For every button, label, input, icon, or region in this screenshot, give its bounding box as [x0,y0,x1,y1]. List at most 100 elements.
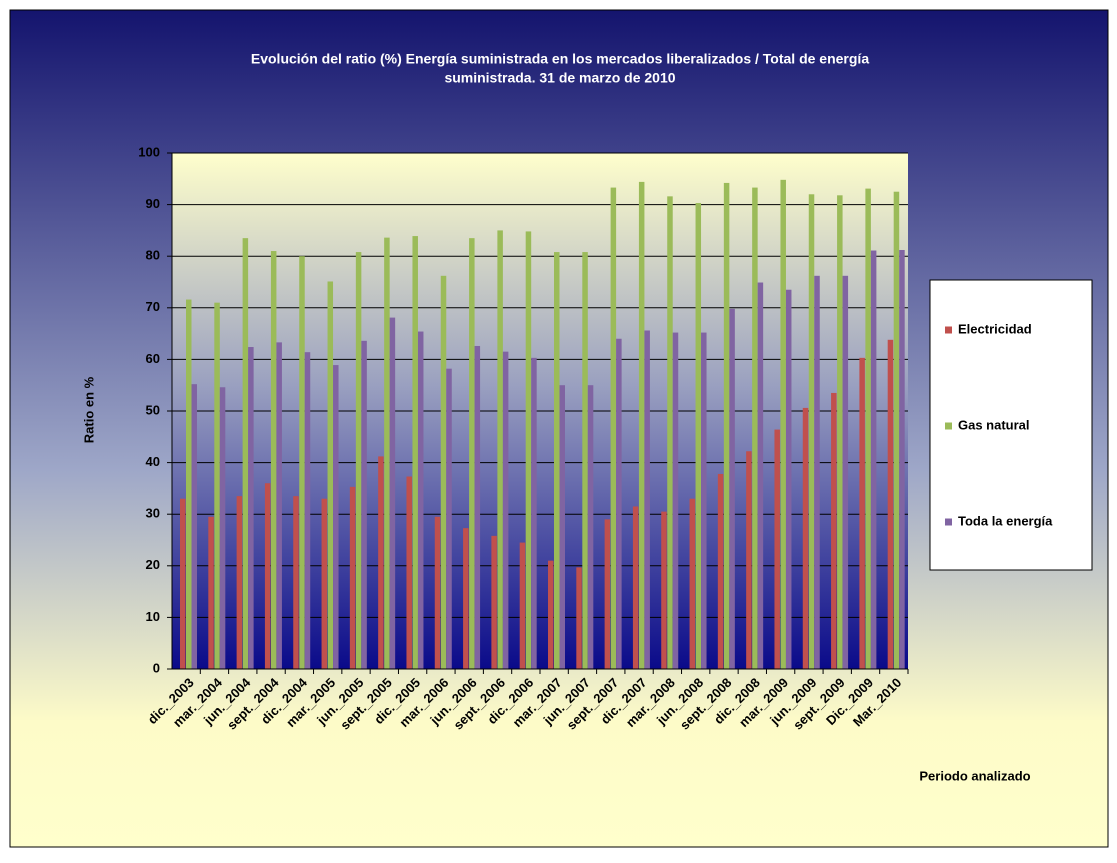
bar [186,299,192,669]
bar [729,308,735,669]
bar [378,456,384,669]
bar [242,238,249,669]
legend-label: Gas natural [958,417,1030,432]
bar [519,542,526,669]
bar [219,387,226,669]
y-axis-title: Ratio en % [81,376,96,443]
bar [299,256,305,669]
bar [474,345,481,669]
bar [463,528,469,669]
bar [689,498,696,669]
bar [616,338,622,669]
bar [667,196,673,669]
legend-swatch [945,326,952,334]
bar [582,252,588,669]
bar [644,330,650,669]
bar [701,332,707,669]
bar [723,182,730,670]
bar [814,275,820,669]
bar [270,251,277,670]
y-tick-label: 80 [146,248,160,263]
bar [774,429,780,669]
bar [440,275,447,669]
legend-label: Electricidad [958,321,1032,336]
bar [785,289,792,669]
bar [406,476,412,669]
bar [746,451,752,669]
legend-label: Toda la energía [958,513,1053,528]
y-tick-label: 50 [146,402,160,417]
y-tick-label: 30 [146,506,160,521]
bar [384,237,390,669]
y-tick-label: 20 [146,557,160,572]
bar [587,385,594,669]
bar [672,332,679,669]
bar [887,339,894,669]
bar [276,342,282,669]
bar [412,236,418,670]
bar [859,357,865,669]
legend-swatch [945,422,952,430]
bar [559,385,565,669]
bar [236,496,243,669]
bar [180,498,186,669]
bar [632,506,639,669]
bar [831,392,837,669]
bar [661,511,667,669]
bar [434,516,441,669]
bar [576,567,582,669]
bar [717,473,724,669]
y-tick-label: 40 [146,454,160,469]
bar [304,352,311,669]
bar [604,519,611,669]
bar [248,347,254,669]
bar [870,250,877,670]
bar [361,340,367,669]
bar [548,560,554,669]
y-tick-label: 90 [146,196,160,211]
bar [349,486,356,669]
y-tick-label: 60 [146,351,160,366]
y-tick-label: 0 [153,660,160,675]
bar [497,230,503,669]
bar [757,282,764,669]
bar [191,384,197,669]
bar [293,496,299,669]
bar [502,351,509,669]
bar [554,252,560,669]
bar [610,187,617,669]
bar [808,194,815,669]
y-tick-label: 70 [146,299,160,314]
y-tick-label: 100 [138,144,160,159]
bar [333,365,339,669]
bar [327,281,334,669]
bar [469,238,475,669]
chart-title: suministrada. 31 de marzo de 2010 [444,70,675,86]
bar [638,181,645,669]
x-axis-title: Periodo analizado [919,768,1030,783]
bar [802,407,809,669]
bar [752,187,758,669]
bar [214,302,220,669]
chart-title: Evolución del ratio (%) Energía suminist… [251,51,869,67]
y-tick-label: 10 [146,609,160,624]
bar [321,498,328,669]
bar [837,195,843,669]
bar [695,203,702,669]
legend [929,279,1093,571]
bar [865,188,871,669]
bar [780,179,786,669]
bar [899,250,905,669]
legend-swatch [945,518,952,526]
bar [842,275,849,669]
bar [389,317,396,669]
bar [208,516,214,669]
bar [893,191,900,669]
bar [417,331,424,669]
bar [531,357,537,669]
bar [525,231,532,669]
bar [446,368,452,669]
bar [491,535,497,669]
bar [355,252,362,669]
